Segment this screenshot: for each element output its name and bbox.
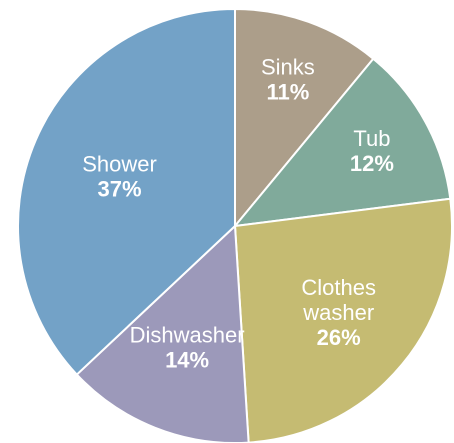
slice-percent-shower: 37%	[97, 177, 141, 202]
slice-label-clothes-washer: Clothes washer 26%	[301, 275, 376, 350]
slice-percent-dishwasher: 14%	[165, 348, 209, 373]
slice-label-tub: Tub 12%	[350, 126, 394, 176]
slice-name-dishwasher: Dishwasher	[130, 323, 245, 348]
pie-slice-clothes-washer	[234, 197, 453, 443]
slice-label-dishwasher: Dishwasher 14%	[130, 323, 245, 373]
slice-name-sinks: Sinks	[261, 55, 315, 80]
pie-slice-shower	[17, 8, 236, 376]
slice-label-shower: Shower 37%	[82, 152, 157, 202]
slice-name-clothes-washer: Clothes	[301, 275, 376, 300]
pie-labels: Sinks 11% Tub 12% Clothes washer 26% Dishwasher…	[82, 55, 394, 373]
slice-name-shower: Shower	[82, 152, 157, 177]
pie-slice-sinks	[234, 8, 375, 227]
slice-name-tub: Tub	[353, 126, 390, 151]
slice-label-sinks: Sinks 11%	[261, 55, 315, 105]
pie-slices	[17, 8, 453, 443]
slice-percent-tub: 12%	[350, 151, 394, 176]
pie-slice-tub	[234, 57, 452, 227]
slice-percent-sinks: 11%	[266, 80, 309, 105]
slice-name-clothes-washer: washer	[302, 300, 374, 325]
slice-percent-clothes-washer: 26%	[317, 325, 361, 350]
